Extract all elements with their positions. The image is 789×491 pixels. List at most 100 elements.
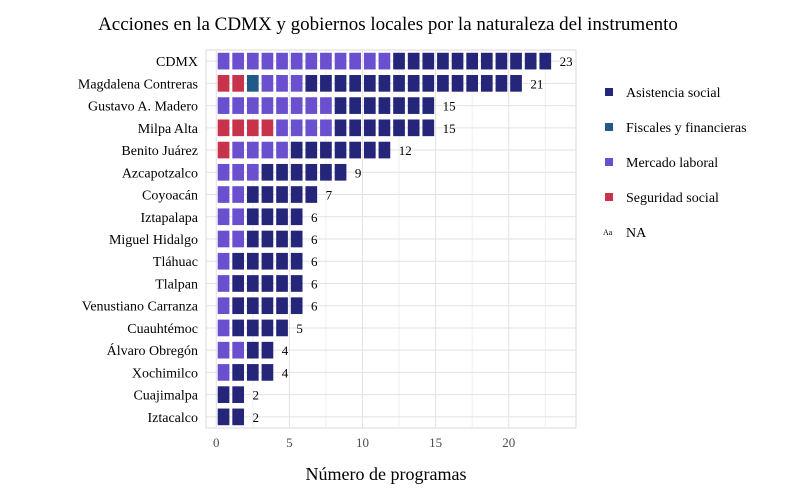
bar-cell	[232, 163, 245, 181]
bar-cell	[276, 297, 288, 315]
bar-cell	[246, 275, 259, 292]
bar-cell	[261, 341, 274, 359]
bar-cell	[510, 52, 522, 70]
bar-cell	[539, 52, 552, 70]
bar-cell	[349, 141, 362, 159]
bar-cell	[378, 97, 391, 114]
bar-cell	[407, 52, 420, 70]
category-label: Magdalena Contreras	[78, 77, 198, 92]
category-label: CDMX	[156, 55, 198, 70]
bar-cell	[217, 97, 230, 114]
bar-cell	[290, 163, 303, 181]
bar-cell	[261, 208, 274, 226]
category-label: Tlalpan	[155, 277, 198, 292]
bar-cell	[393, 52, 405, 70]
bar-cell	[276, 230, 288, 248]
value-label: 9	[355, 165, 362, 180]
bar-cell	[480, 75, 493, 92]
bar-cell	[363, 141, 376, 159]
bar-cell	[466, 52, 479, 70]
bar-cell	[232, 341, 245, 359]
x-tick-label: 10	[356, 435, 369, 450]
bar-cell	[334, 163, 347, 181]
bar-cell	[246, 163, 259, 181]
bar-cell	[217, 208, 230, 226]
bar-cell	[217, 141, 230, 159]
bar-cell	[349, 97, 362, 114]
bar-cell	[261, 319, 274, 337]
bar-cell	[246, 141, 259, 159]
bar-cell	[378, 75, 391, 92]
value-label: 5	[296, 321, 303, 336]
bar-cell	[305, 186, 318, 203]
bar-cell	[261, 119, 274, 137]
bar-cell	[524, 52, 537, 70]
bar-cell	[495, 52, 508, 70]
legend: Asistencia social Fiscales y financieras M…	[603, 86, 747, 241]
bar-cell	[334, 75, 347, 92]
bar-cell	[320, 75, 332, 92]
bar-cell	[246, 75, 259, 92]
bar-cell	[232, 408, 245, 426]
bar-cell	[246, 186, 259, 203]
x-tick-label: 5	[286, 435, 293, 450]
bar-cell	[217, 186, 230, 203]
bar-cell	[305, 75, 318, 92]
value-label: 2	[252, 410, 258, 425]
bar-cell	[276, 252, 288, 270]
x-tick-labels: 0 5 10 15 20	[213, 435, 515, 450]
bar-cell	[349, 75, 362, 92]
bar-cell	[334, 52, 347, 70]
bar-cell	[217, 252, 230, 270]
bar-cell	[437, 52, 449, 70]
legend-label: Seguridad social	[626, 191, 719, 206]
bar-cell	[378, 52, 391, 70]
value-label: 21	[530, 76, 543, 91]
bar-cell	[495, 75, 508, 92]
bar-cell	[217, 297, 230, 315]
legend-label: Asistencia social	[626, 86, 721, 101]
category-label: Xochimilco	[132, 366, 198, 381]
bar-cell	[305, 97, 318, 114]
bar-cell	[232, 386, 245, 403]
bar-cell	[261, 163, 274, 181]
bar-cell	[261, 186, 274, 203]
bar-cell	[246, 364, 259, 381]
category-label: Coyoacán	[142, 189, 198, 204]
bar-cell	[393, 75, 405, 92]
bar-cell	[290, 252, 303, 270]
bar-cell	[290, 75, 303, 92]
bar-cell	[217, 230, 230, 248]
bar-cell	[232, 141, 245, 159]
bar-cell	[276, 319, 288, 337]
bar-cell	[232, 319, 245, 337]
bar-cell	[363, 119, 376, 137]
bar-cell	[407, 75, 420, 92]
category-label: Iztacalco	[147, 411, 198, 426]
bar-cell	[261, 275, 274, 292]
bar-cell	[261, 252, 274, 270]
bar-cell	[232, 275, 245, 292]
bar-cell	[320, 141, 332, 159]
category-label: Cuauhtémoc	[127, 322, 198, 337]
bar-cell	[422, 75, 435, 92]
bar-cell	[261, 364, 274, 381]
value-label: 23	[560, 54, 573, 69]
category-label: Miguel Hidalgo	[109, 233, 198, 248]
bar-cell	[393, 97, 405, 114]
bar-cell	[217, 119, 230, 137]
bar-cell	[290, 297, 303, 315]
legend-na-label: NA	[626, 226, 647, 241]
legend-swatch	[605, 123, 613, 131]
bar-marks	[217, 52, 552, 426]
value-label: 15	[443, 99, 456, 114]
bar-cell	[246, 52, 259, 70]
bar-cell	[276, 186, 288, 203]
bar-cell	[217, 52, 230, 70]
bar-cell	[276, 275, 288, 292]
bar-cell	[246, 341, 259, 359]
bar-cell	[305, 163, 318, 181]
legend-swatch	[605, 193, 613, 201]
bar-cell	[232, 208, 245, 226]
